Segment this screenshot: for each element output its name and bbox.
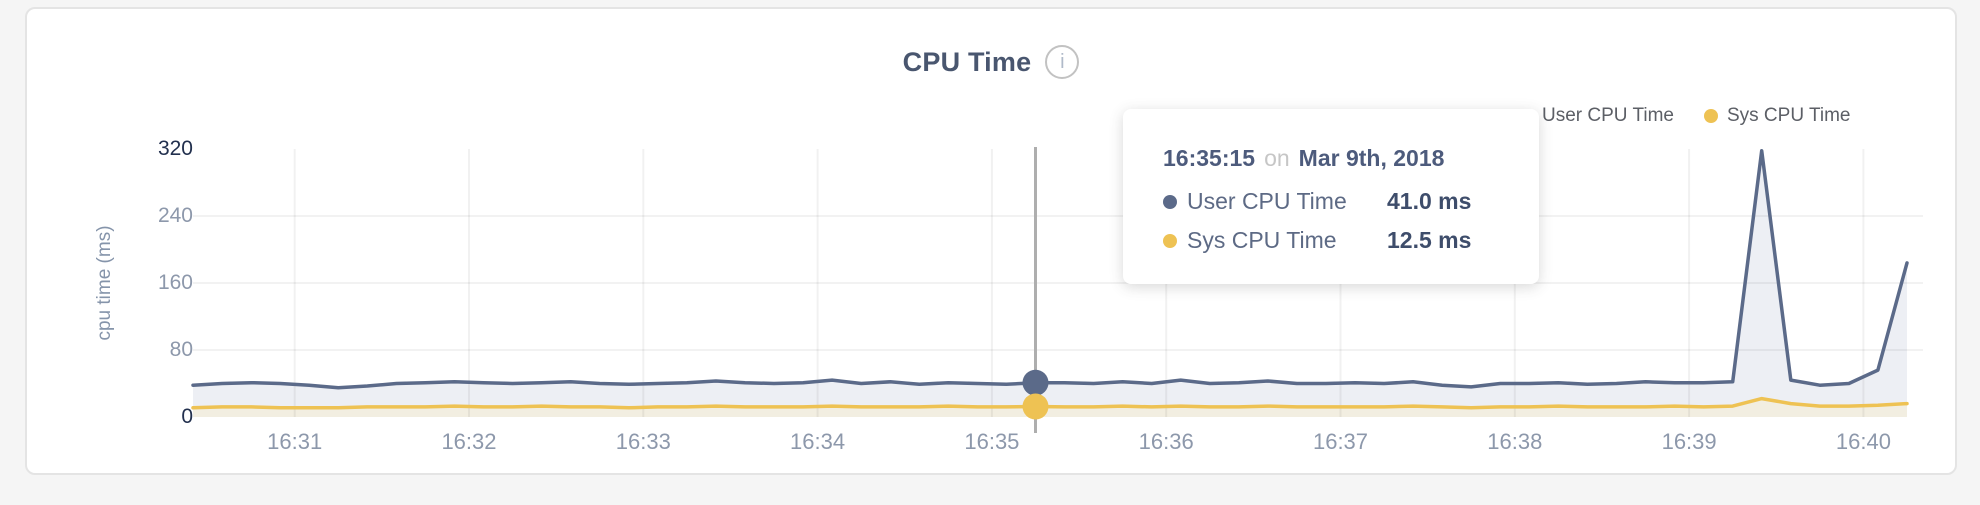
x-tick-label: 16:33	[615, 429, 671, 454]
x-tick-label: 16:40	[1835, 429, 1891, 454]
y-tick-label: 240	[157, 204, 193, 227]
chart-header: CPU Time i	[27, 45, 1955, 79]
x-tick-label: 16:36	[1138, 429, 1194, 454]
legend-dot-icon	[1703, 109, 1718, 123]
tooltip-row: User CPU Time 41.0 ms	[1163, 188, 1499, 215]
cpu-time-chart-plot[interactable]	[27, 9, 1980, 505]
chart-legend: User CPU Time Sys CPU Time	[1519, 105, 1851, 127]
legend-item-user-cpu-time[interactable]: User CPU Time	[1519, 105, 1674, 127]
chart-tooltip: 16:35:15 on Mar 9th, 2018 User CPU Time 41.…	[1123, 109, 1539, 284]
x-tick-label: 16:32	[441, 429, 497, 454]
tooltip-row: Sys CPU Time 12.5 ms	[1163, 227, 1499, 254]
legend-item-sys-cpu-time[interactable]: Sys CPU Time	[1703, 105, 1851, 127]
tooltip-series-label: User CPU Time	[1187, 188, 1347, 214]
tooltip-time: 16:35:15	[1163, 145, 1256, 171]
x-tick-label: 16:34	[790, 429, 846, 454]
y-tick-label: 320	[157, 137, 193, 160]
x-tick-label: 16:35	[964, 429, 1020, 454]
chart-title: CPU Time	[902, 46, 1032, 77]
y-tick-label: 160	[157, 271, 193, 294]
tooltip-series-value: 12.5 ms	[1387, 227, 1472, 253]
tooltip-date: Mar 9th, 2018	[1298, 145, 1445, 171]
info-icon[interactable]: i	[1045, 45, 1080, 79]
tooltip-connector: on	[1264, 145, 1290, 171]
hover-point	[1022, 393, 1049, 420]
tooltip-series-value: 41.0 ms	[1387, 188, 1472, 214]
tooltip-series-label: Sys CPU Time	[1187, 227, 1337, 253]
legend-label: Sys CPU Time	[1726, 105, 1851, 126]
tooltip-series-dot-icon	[1163, 233, 1177, 248]
legend-label: User CPU Time	[1542, 105, 1674, 126]
y-tick-label: 0	[181, 405, 193, 428]
x-tick-label: 16:31	[267, 429, 323, 454]
cpu-time-chart-card: CPU Time i User CPU Time Sys CPU Time cpu…	[25, 7, 1957, 475]
x-tick-label: 16:37	[1312, 429, 1369, 454]
hover-point	[1022, 369, 1049, 396]
tooltip-heading: 16:35:15 on Mar 9th, 2018	[1163, 145, 1499, 172]
x-tick-label: 16:39	[1661, 429, 1717, 454]
x-tick-label: 16:38	[1487, 429, 1543, 454]
tooltip-series-dot-icon	[1163, 194, 1177, 209]
tooltip-rows: User CPU Time 41.0 ms Sys CPU Time 12.5 ms	[1163, 188, 1499, 254]
y-tick-label: 80	[169, 338, 193, 361]
